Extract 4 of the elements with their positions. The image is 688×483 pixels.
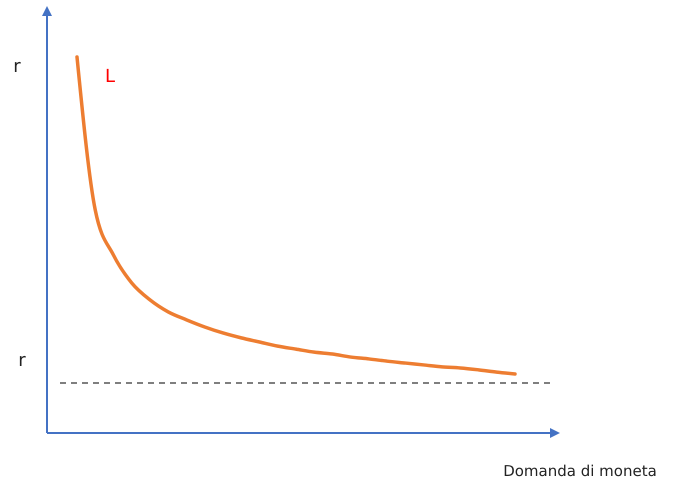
ref-line-label: r [18, 350, 26, 371]
x-axis-title: Domanda di moneta [503, 462, 657, 480]
y-axis-title: r [13, 56, 22, 77]
series-label: L [105, 66, 116, 87]
